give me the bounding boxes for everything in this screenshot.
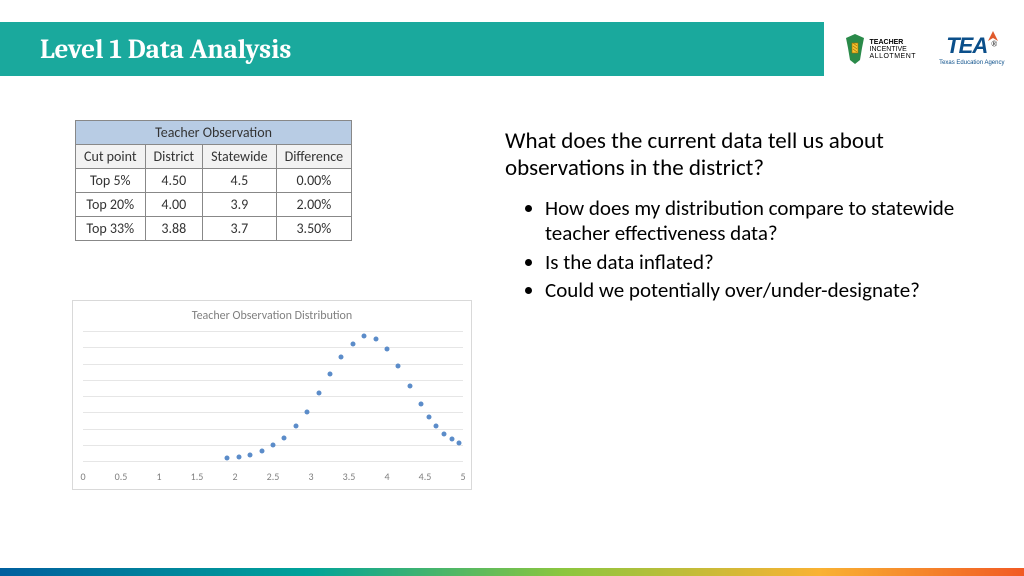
data-point [396,364,401,369]
gridline [83,396,463,397]
slide: Level 1 Data Analysis TEACHER INCENTIVE … [0,0,1024,576]
table-cell: 4.50 [145,169,203,193]
ti-logo-line3: ALLOTMENT [870,53,917,60]
plot-area [83,331,463,461]
gridline [83,364,463,365]
data-point [305,409,310,414]
data-point [449,436,454,441]
table-row: Top 5%4.504.50.00% [76,169,352,193]
data-point [362,334,367,339]
table-cell: Top 5% [76,169,146,193]
gridline [83,347,463,348]
data-point [373,336,378,341]
data-point [316,391,321,396]
table-cell: 3.88 [145,217,203,241]
gridline [83,380,463,381]
table-cell: 3.50% [276,217,352,241]
chart-title: Teacher Observation Distribution [73,309,471,323]
table-column-header: Difference [276,145,352,169]
table-column-header: Statewide [203,145,277,169]
gridline [83,412,463,413]
gridline [83,461,463,462]
table-row: Top 20%4.003.92.00% [76,193,352,217]
data-point [426,414,431,419]
main-question: What does the current data tell us about… [505,128,985,182]
teacher-incentive-logo: TEACHER INCENTIVE ALLOTMENT [844,34,917,64]
bullet-item: Could we potentially over/under-designat… [545,278,985,303]
bullet-item: How does my distribution compare to stat… [545,196,985,246]
table-merged-header: Teacher Observation [76,121,352,145]
bullet-item: Is the data inflated? [545,250,985,275]
data-point [282,435,287,440]
gridline [83,429,463,430]
data-point [442,431,447,436]
table-cell: 2.00% [276,193,352,217]
logo-strip: TEACHER INCENTIVE ALLOTMENT TEA ® Texas … [824,22,1024,76]
data-point [419,401,424,406]
table-cell: Top 33% [76,217,146,241]
gridline [83,331,463,332]
data-point [350,342,355,347]
data-point [407,383,412,388]
data-point [271,443,276,448]
distribution-chart: Teacher Observation Distribution 00.511.… [72,300,472,490]
x-axis: 00.511.522.533.544.55 [83,470,463,483]
data-point [259,448,264,453]
tea-logo-text: TEA [946,33,987,58]
data-point [339,355,344,360]
data-point [225,456,230,461]
data-point [385,347,390,352]
page-title: Level 1 Data Analysis [0,34,291,65]
data-point [236,455,241,460]
data-point [328,371,333,376]
table-column-header: Cut point [76,145,146,169]
table-cell: Top 20% [76,193,146,217]
table-cell: 3.9 [203,193,277,217]
footer-gradient-bar [0,568,1024,576]
table-cell: 3.7 [203,217,277,241]
table-cell: 4.5 [203,169,277,193]
ti-logo-line2: INCENTIVE [870,46,917,53]
table-column-header: District [145,145,203,169]
data-point [248,452,253,457]
data-point [293,423,298,428]
data-point [434,423,439,428]
bullet-list: How does my distribution compare to stat… [545,196,985,307]
table-cell: 0.00% [276,169,352,193]
table-row: Top 33%3.883.73.50% [76,217,352,241]
tea-logo-sub: Texas Education Agency [939,60,1004,66]
table-cell: 4.00 [145,193,203,217]
observation-table: Teacher Observation Cut pointDistrictSta… [75,120,352,241]
ti-logo-line1: TEACHER [870,39,917,46]
data-point [457,440,462,445]
tea-logo: TEA ® Texas Education Agency [939,33,1004,66]
